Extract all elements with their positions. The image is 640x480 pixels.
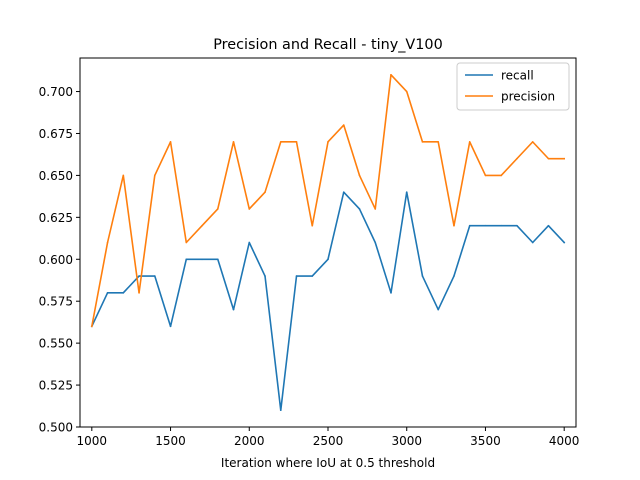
data-point-precision (232, 141, 235, 143)
data-point-recall (453, 275, 455, 277)
data-point-recall (421, 275, 424, 277)
y-tick-label: 0.525 (39, 379, 73, 393)
x-tick-label: 2000 (234, 434, 265, 448)
data-point-recall (248, 241, 251, 244)
data-point-precision (500, 174, 503, 177)
data-point-recall (547, 224, 550, 227)
data-point-recall (311, 275, 314, 277)
data-point-recall (185, 258, 188, 261)
data-point-recall (216, 258, 219, 261)
data-point-precision (547, 157, 550, 160)
plot-frame (79, 57, 577, 428)
data-point-recall (484, 224, 487, 227)
legend-label-recall: recall (501, 69, 534, 83)
x-axis-label: Iteration where IoU at 0.5 threshold (221, 456, 435, 470)
data-point-recall (390, 292, 392, 294)
data-point-recall (516, 224, 518, 227)
y-tick-label: 0.575 (39, 295, 73, 309)
data-point-precision (91, 325, 93, 328)
legend-label-precision: precision (501, 90, 555, 104)
data-point-recall (468, 224, 471, 227)
x-tick-label: 2500 (313, 434, 344, 448)
data-point-recall (405, 191, 408, 193)
x-tick-label: 1500 (155, 434, 186, 448)
chart-title: Precision and Recall - tiny_V100 (213, 37, 443, 53)
data-point-precision (390, 73, 392, 76)
data-point-precision (185, 241, 188, 244)
data-point-recall (437, 308, 440, 311)
data-point-precision (468, 141, 471, 143)
y-axis-ticks: 0.500 0.525 0.550 0.575 0.600 0.625 0.650 0.675… (39, 85, 80, 435)
data-point-precision (516, 157, 518, 160)
data-point-recall (295, 275, 298, 277)
y-tick-label: 0.600 (39, 253, 73, 267)
x-tick-label: 3000 (391, 434, 422, 448)
data-point-recall (327, 258, 329, 261)
y-tick-label: 0.625 (39, 211, 73, 225)
data-point-recall (138, 275, 140, 277)
data-point-recall (531, 241, 534, 244)
data-point-recall (374, 241, 377, 244)
data-point-precision (122, 174, 125, 177)
data-point-precision (358, 174, 361, 177)
data-point-precision (453, 224, 455, 227)
x-tick-label: 3500 (470, 434, 501, 448)
data-point-precision (295, 141, 298, 143)
data-point-precision (153, 174, 156, 177)
data-point-recall (169, 325, 172, 328)
y-tick-label: 0.550 (39, 337, 73, 351)
data-point-precision (421, 141, 424, 143)
y-tick-label: 0.700 (39, 85, 73, 99)
data-point-precision (138, 292, 140, 294)
data-point-recall (563, 241, 565, 244)
x-axis-ticks: 1000 1500 2000 2500 3000 3500 4000 (77, 427, 580, 448)
data-point-precision (264, 191, 266, 193)
data-point-precision (248, 208, 251, 210)
data-point-precision (342, 124, 345, 126)
data-point-precision (201, 224, 203, 227)
data-point-precision (169, 141, 172, 143)
data-point-recall (106, 292, 109, 294)
data-point-recall (153, 275, 156, 277)
data-point-precision (279, 141, 282, 143)
data-point-recall (201, 258, 203, 261)
data-point-precision (311, 224, 314, 227)
legend: recall precision (456, 62, 570, 111)
data-point-precision (327, 141, 329, 143)
y-tick-label: 0.650 (39, 169, 73, 183)
data-point-precision (374, 208, 377, 210)
data-point-precision (106, 241, 109, 244)
data-point-recall (264, 275, 266, 277)
series-layer (90, 73, 566, 412)
y-tick-label: 0.675 (39, 127, 73, 141)
plot-background (80, 58, 576, 427)
plot-area: 1000 1500 2000 2500 3000 3500 4000 0.5000.5250… (39, 57, 580, 448)
data-point-recall (122, 292, 125, 294)
data-point-precision (405, 90, 408, 93)
x-tick-label: 4000 (549, 434, 580, 448)
data-point-recall (500, 224, 503, 227)
x-tick-label: 1000 (77, 434, 108, 448)
data-point-recall (358, 208, 361, 210)
data-point-precision (563, 157, 565, 160)
data-point-recall (342, 191, 345, 193)
data-point-precision (531, 141, 534, 143)
data-point-precision (437, 141, 440, 143)
y-tick-label: 0.500 (39, 421, 73, 435)
data-point-precision (216, 208, 219, 210)
data-point-recall (232, 308, 235, 311)
data-point-precision (484, 174, 487, 177)
data-point-recall (279, 409, 282, 412)
